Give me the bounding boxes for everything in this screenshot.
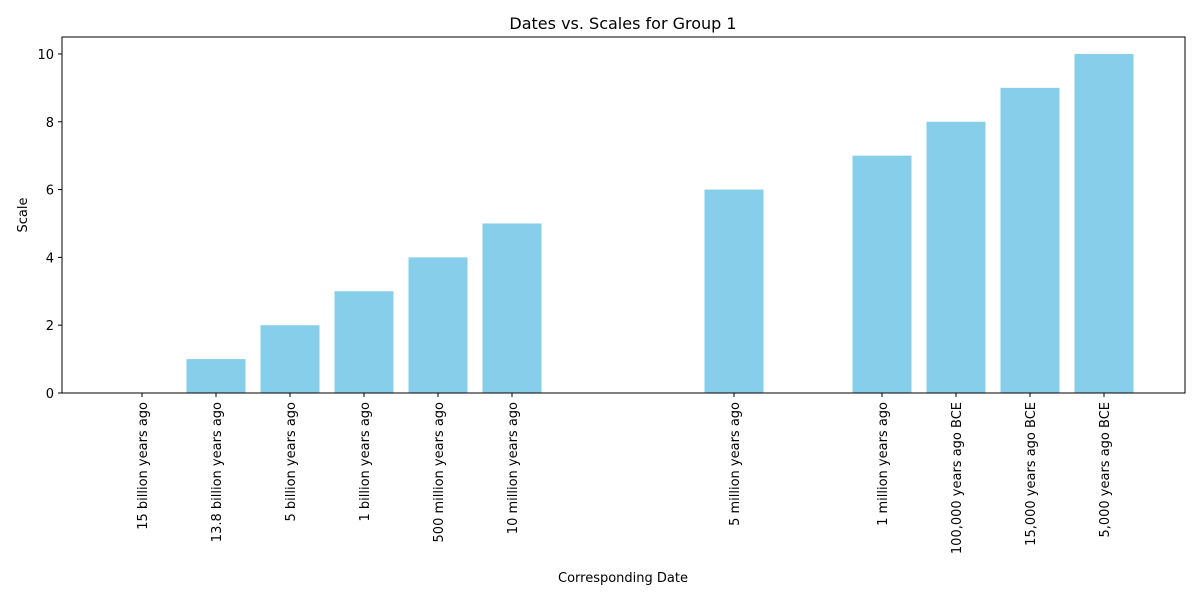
x-tick-label: 10 million years ago bbox=[506, 402, 521, 534]
y-tick-label: 0 bbox=[46, 387, 54, 402]
x-tick-label: 15 billion years ago bbox=[136, 402, 151, 530]
bar bbox=[334, 291, 394, 393]
bar bbox=[186, 359, 246, 393]
x-tick-label: 1 billion years ago bbox=[358, 402, 373, 522]
x-tick-label: 5,000 years ago BCE bbox=[1098, 402, 1113, 538]
x-tick-label: 5 million years ago bbox=[728, 402, 743, 526]
x-tick-label: 5 billion years ago bbox=[284, 402, 299, 522]
bar bbox=[408, 257, 468, 393]
bar bbox=[1000, 87, 1060, 393]
y-tick-label: 6 bbox=[46, 184, 54, 199]
bar bbox=[852, 155, 912, 393]
x-tick-label: 1 million years ago bbox=[876, 402, 891, 526]
plot-frame bbox=[61, 36, 1186, 394]
x-axis-label: Corresponding Date bbox=[558, 571, 688, 586]
x-tick-label: 15,000 years ago BCE bbox=[1024, 402, 1039, 546]
y-tick-label: 10 bbox=[37, 48, 54, 63]
chart-title: Dates vs. Scales for Group 1 bbox=[509, 14, 736, 33]
bar bbox=[482, 223, 542, 393]
y-axis: 0 2 4 6 8 10 bbox=[37, 48, 62, 402]
bar bbox=[1074, 53, 1134, 393]
x-tick-label: 500 million years ago bbox=[432, 402, 447, 543]
y-axis-label: Scale bbox=[16, 198, 31, 233]
bar bbox=[260, 325, 320, 393]
y-tick-label: 2 bbox=[46, 319, 54, 334]
x-tick-label: 100,000 years ago BCE bbox=[950, 402, 965, 554]
bar bbox=[926, 121, 986, 393]
x-axis: 15 billion years ago 13.8 billion years a… bbox=[136, 393, 1113, 554]
y-tick-label: 8 bbox=[46, 116, 54, 131]
bar bbox=[704, 189, 764, 393]
bars-group bbox=[186, 53, 1134, 393]
x-tick-label: 13.8 billion years ago bbox=[210, 402, 225, 542]
y-tick-label: 4 bbox=[46, 251, 54, 266]
